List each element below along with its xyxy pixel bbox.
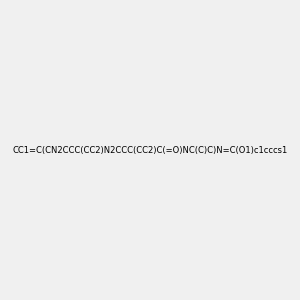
Text: CC1=C(CN2CCC(CC2)N2CCC(CC2)C(=O)NC(C)C)N=C(O1)c1cccs1: CC1=C(CN2CCC(CC2)N2CCC(CC2)C(=O)NC(C)C)N… bbox=[12, 146, 288, 154]
